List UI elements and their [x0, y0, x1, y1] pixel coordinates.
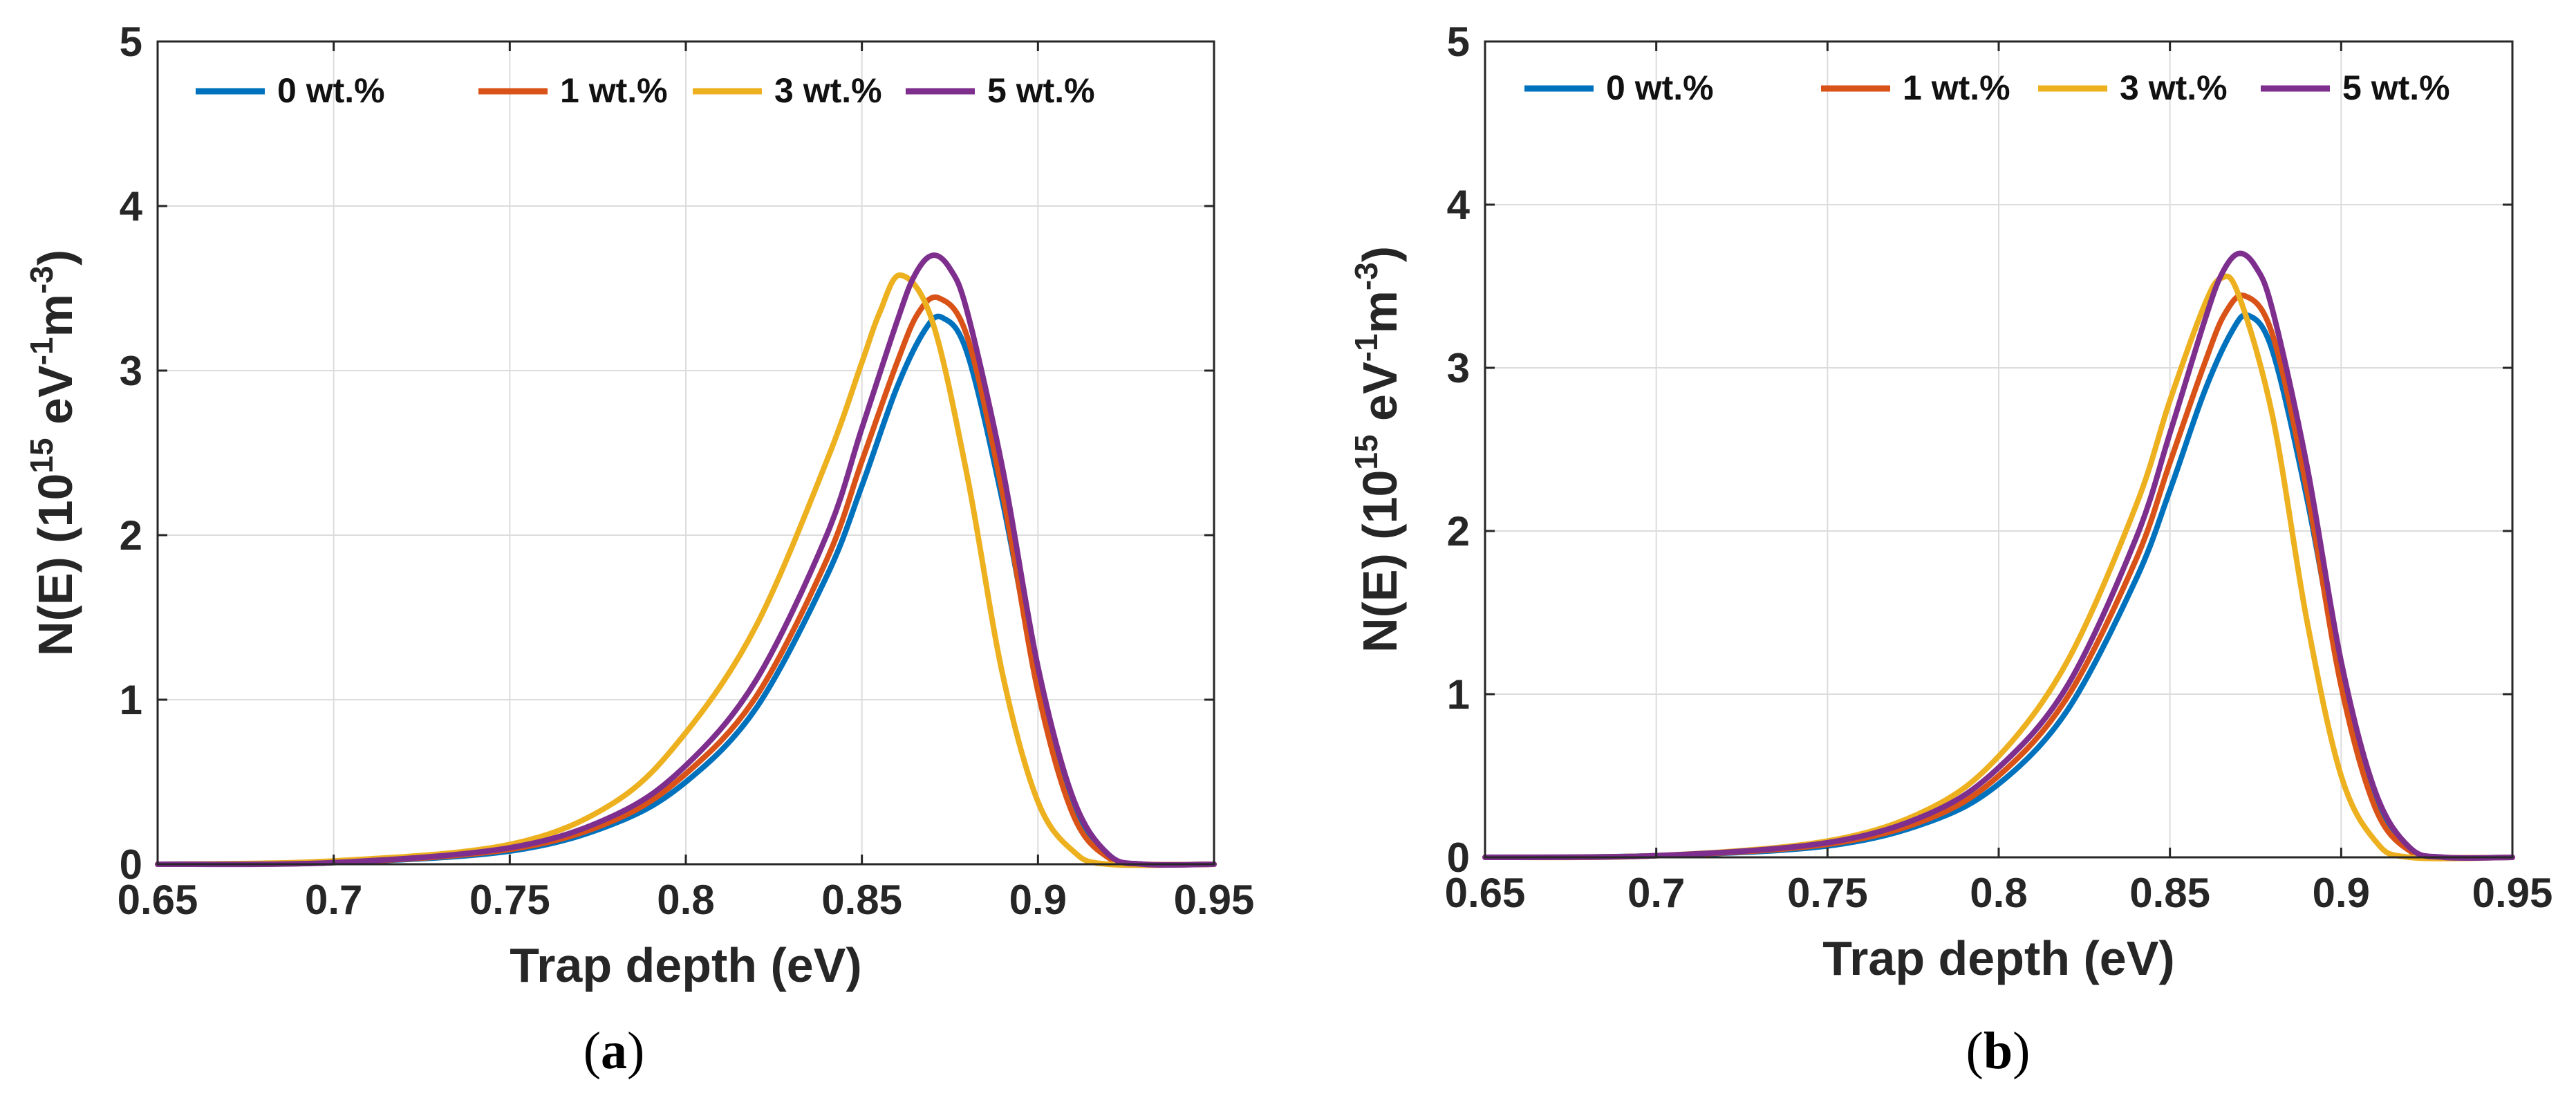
- panel-a-ylabel-exp3: -3: [24, 265, 59, 294]
- panel-b-ytick-label: 0: [1447, 835, 1470, 881]
- panel-a-ylabel-prefix: N(E) (10: [28, 474, 82, 656]
- panel-b-ytick-label: 5: [1447, 19, 1470, 65]
- panel-b-xtick-label: 0.9: [2313, 870, 2370, 916]
- panel-a-chart: 0.65 0.7 0.75 0.8 0.85 0.9 0.95 0 1 2 3 4 5 Trap dept…: [24, 19, 1254, 1080]
- panel-b-ylabel-exp1: 15: [1348, 434, 1384, 469]
- panel-a-ytick-label: 4: [120, 183, 143, 230]
- panel-a-legend-label-1: 1 wt.%: [560, 71, 668, 110]
- panel-b-xtick-label: 0.8: [1970, 870, 2027, 916]
- panel-a-legend-label-0: 0 wt.%: [277, 71, 385, 110]
- panel-a-ylabel-mid1: eV: [28, 365, 82, 438]
- panel-b-legend-label-3: 5 wt.%: [2342, 68, 2450, 107]
- panel-b-legend-label-1: 1 wt.%: [1903, 68, 2010, 107]
- panel-a-caption-open: (: [584, 1022, 601, 1080]
- panel-b-x-axis-label: Trap depth (eV): [1822, 931, 2174, 985]
- panel-b-legend: 0 wt.% 1 wt.% 3 wt.% 5 wt.%: [1524, 68, 2450, 107]
- panel-a-series-line-2: [155, 272, 1217, 868]
- panel-b-ytick-label: 4: [1447, 182, 1471, 228]
- panel-b-caption-open: (: [1966, 1022, 1984, 1080]
- panel-a-ytick-label: 2: [120, 512, 142, 559]
- panel-a-ylabel-mid2: m: [28, 294, 82, 337]
- panel-a-ylabel-suffix: ): [28, 250, 82, 265]
- panel-a-xtick-label: 0.7: [305, 877, 362, 923]
- panel-a-caption-letter: a: [601, 1022, 627, 1080]
- panel-a-ylabel-exp2: -1: [24, 337, 59, 365]
- panel-b-ylabel-mid2: m: [1353, 290, 1407, 333]
- panel-a-xtick-label: 0.65: [118, 877, 198, 923]
- panel-a-xtick-label: 0.85: [821, 877, 902, 923]
- panel-b-legend-label-0: 0 wt.%: [1606, 68, 1714, 107]
- panel-a-legend: 0 wt.% 1 wt.% 3 wt.% 5 wt.%: [196, 71, 1095, 110]
- panel-b-ytick-label: 3: [1447, 345, 1470, 391]
- panel-b-ylabel-exp2: -1: [1348, 333, 1384, 362]
- panel-a-xtick-label: 0.95: [1174, 877, 1255, 923]
- panel-b-series-line-3: [1482, 250, 2515, 861]
- panel-a-ytick-label: 0: [120, 841, 142, 888]
- panel-a-xtick-label: 0.75: [469, 877, 550, 923]
- panel-b-ylabel-mid1: eV: [1353, 362, 1407, 434]
- panel-b-legend-label-2: 3 wt.%: [2120, 68, 2228, 107]
- panel-b-ytick-label: 1: [1447, 671, 1470, 718]
- panel-a-x-axis-label: Trap depth (eV): [510, 938, 861, 992]
- panel-b-ylabel-prefix: N(E) (10: [1353, 470, 1407, 653]
- panel-b-y-axis-label: N(E) (1015 eV-1m-3): [1348, 246, 1407, 653]
- panel-a-series-line-3: [155, 252, 1217, 868]
- panel-a-caption: (a): [584, 1022, 645, 1080]
- panel-b-chart: 0.65 0.7 0.75 0.8 0.85 0.9 0.95 0 1 2 3 4 5 Trap dept…: [1348, 19, 2552, 1080]
- panel-a-ytick-label: 5: [120, 19, 142, 65]
- panel-b-ylabel-exp3: -3: [1348, 262, 1384, 290]
- panel-a-ylabel-exp1: 15: [24, 438, 59, 473]
- panel-b-xtick-label: 0.75: [1787, 870, 1868, 916]
- panel-b-xtick-label: 0.65: [1445, 870, 1526, 916]
- panel-b-caption-letter: b: [1984, 1022, 2013, 1080]
- panel-a-caption-close: ): [627, 1022, 644, 1080]
- panel-b-ylabel-suffix: ): [1353, 246, 1407, 262]
- panel-b-xtick-label: 0.85: [2129, 870, 2210, 916]
- panel-a-xtick-label: 0.8: [657, 877, 714, 923]
- panel-b-caption-close: ): [2013, 1022, 2030, 1080]
- panel-b-xtick-label: 0.7: [1627, 870, 1685, 916]
- panel-a-legend-label-3: 5 wt.%: [987, 71, 1095, 110]
- panel-a-legend-label-2: 3 wt.%: [774, 71, 882, 110]
- panel-b-xtick-label: 0.95: [2472, 870, 2553, 916]
- panel-a-ytick-label: 3: [120, 348, 142, 394]
- panel-a-ytick-label: 1: [120, 677, 142, 723]
- panel-b-ytick-label: 2: [1447, 508, 1470, 554]
- panel-a-xtick-label: 0.9: [1009, 877, 1067, 923]
- panel-a-y-axis-label: N(E) (1015 eV-1m-3): [24, 250, 82, 656]
- panel-b-caption: (b): [1966, 1022, 2031, 1080]
